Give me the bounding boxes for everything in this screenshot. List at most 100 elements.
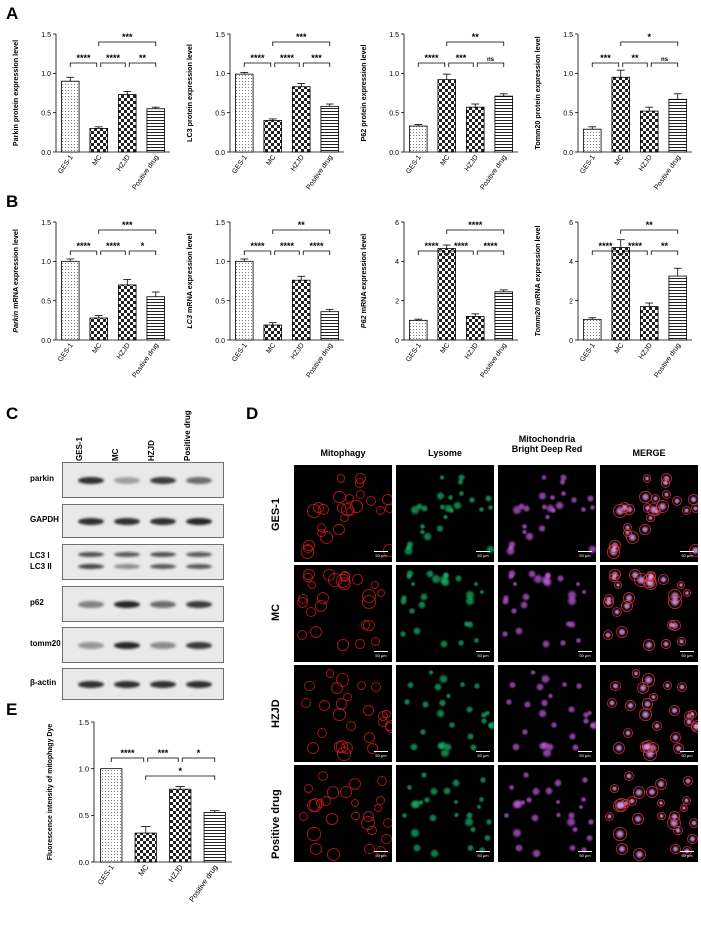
cell-signal — [452, 500, 463, 511]
y-axis-label: LC3 mRNA expression level — [185, 233, 194, 328]
cell-signal — [524, 796, 533, 805]
micrograph-merge-mc: 50 μm — [600, 565, 698, 662]
y-tick-label: 0.5 — [41, 110, 51, 117]
cell-signal — [442, 513, 449, 521]
significance-label: **** — [483, 241, 498, 251]
cell-signal — [567, 843, 577, 853]
cell-signal — [660, 478, 671, 488]
blot-band — [114, 680, 140, 688]
cell-signal — [435, 523, 445, 534]
significance-label: * — [141, 241, 145, 251]
y-tick-label: 6 — [569, 220, 573, 227]
cell-signal — [559, 639, 567, 647]
scale-bar: 50 μm — [578, 751, 592, 758]
cell-signal — [672, 742, 685, 755]
significance-label: **** — [106, 53, 121, 63]
bar-mc — [89, 317, 108, 341]
blot-row-label: LC3 I — [30, 551, 50, 560]
cell-signal — [565, 815, 577, 828]
y-tick-label: 0.0 — [41, 338, 51, 345]
cell-signal — [429, 848, 441, 859]
microscopy-row-title: Positive drug — [270, 789, 282, 859]
cell-signal — [439, 747, 451, 759]
significance-bracket: ** — [446, 32, 505, 46]
x-tick-label: HZJD — [167, 863, 186, 884]
significance-bracket: ** — [622, 53, 648, 67]
significance-label: *** — [158, 748, 169, 758]
bar-hzjd — [640, 306, 659, 341]
cell-signal — [507, 543, 515, 552]
y-tick-label: 1.0 — [41, 71, 51, 78]
significance-label: **** — [76, 241, 91, 251]
cell-signal — [539, 673, 552, 686]
significance-label: ns — [487, 57, 495, 63]
significance-bracket: **** — [476, 241, 505, 255]
cell-signal — [398, 596, 409, 607]
bar-ges-1 — [235, 260, 254, 341]
cell-signal — [588, 503, 596, 512]
blot-lane-label: GES-1 — [75, 436, 84, 461]
microscopy-panel: Mitophagy Lysome Mitochondria Bright Deep R… — [248, 425, 698, 865]
cell-signal — [428, 813, 438, 823]
cell-signal — [558, 478, 567, 486]
significance-bracket: *** — [98, 32, 157, 46]
x-tick-label: HZJD — [464, 342, 480, 361]
cell-signal — [542, 577, 553, 589]
significance-label: **** — [628, 241, 643, 251]
significance-bracket: ** — [620, 220, 679, 234]
cell-signal — [333, 708, 346, 721]
x-tick-label: MC — [91, 154, 103, 167]
bar-hzjd — [292, 279, 311, 341]
blot-band — [150, 641, 176, 649]
cell-signal — [585, 493, 595, 503]
cell-signal — [559, 473, 569, 483]
micrograph-mitochondria-mc: 50 μm — [498, 565, 596, 662]
blot-row-label: parkin — [30, 474, 55, 483]
cell-signal — [479, 716, 489, 726]
chart-p62-mrna: 0 2 4 6 P62 mRNA expression level GES-1 MC HZJD… — [359, 220, 518, 379]
cell-signal — [566, 595, 579, 607]
cell-signal — [662, 490, 672, 500]
cell-signal — [671, 496, 682, 507]
cell-signal — [419, 771, 429, 780]
blot-band — [186, 552, 212, 558]
x-tick-label: GES-1 — [231, 342, 249, 363]
cell-signal — [504, 697, 514, 707]
bar-ges-1 — [235, 73, 254, 153]
cell-signal — [654, 777, 667, 791]
significance-bracket: **** — [417, 53, 446, 67]
cell-signal — [580, 588, 587, 596]
cell-signal — [308, 798, 323, 812]
significance-label: ** — [646, 220, 654, 230]
scale-bar: 50 μm — [476, 551, 490, 558]
significance-label: ** — [298, 220, 306, 230]
y-tick-label: 0.5 — [41, 298, 51, 305]
microscopy-row-title: GES-1 — [270, 497, 282, 531]
chart-tomm20-protein: 0.0 0.5 1.0 1.5 Tomm20 protein expression le… — [533, 32, 692, 191]
cell-signal — [484, 709, 491, 716]
significance-label: **** — [454, 241, 469, 251]
significance-label: * — [197, 748, 201, 758]
y-tick-label: 0.0 — [389, 150, 399, 157]
y-tick-label: 1.5 — [79, 718, 89, 727]
blot-band — [186, 563, 212, 569]
cell-signal — [465, 731, 475, 741]
cell-signal — [609, 680, 621, 692]
significance-label: *** — [311, 53, 322, 63]
bar-hzjd — [118, 94, 137, 153]
x-tick-label: GES-1 — [405, 342, 423, 363]
cell-signal — [355, 639, 365, 649]
chart-parkin-protein: 0.0 0.5 1.0 1.5 Parkin protein expression le… — [11, 32, 170, 191]
y-tick-label: 1.5 — [215, 32, 225, 39]
cell-signal — [433, 682, 443, 693]
cell-signal — [574, 636, 582, 644]
cell-signal — [343, 693, 352, 702]
micrograph-mitochondria-positive-drug: 50 μm — [498, 765, 596, 862]
cell-signal — [296, 629, 308, 641]
cell-signal — [507, 784, 515, 792]
cell-signal — [377, 775, 388, 787]
microscopy-row-title: MC — [270, 603, 282, 621]
cell-signal — [579, 795, 588, 804]
cell-signal — [410, 798, 423, 810]
cell-signal — [318, 700, 330, 712]
